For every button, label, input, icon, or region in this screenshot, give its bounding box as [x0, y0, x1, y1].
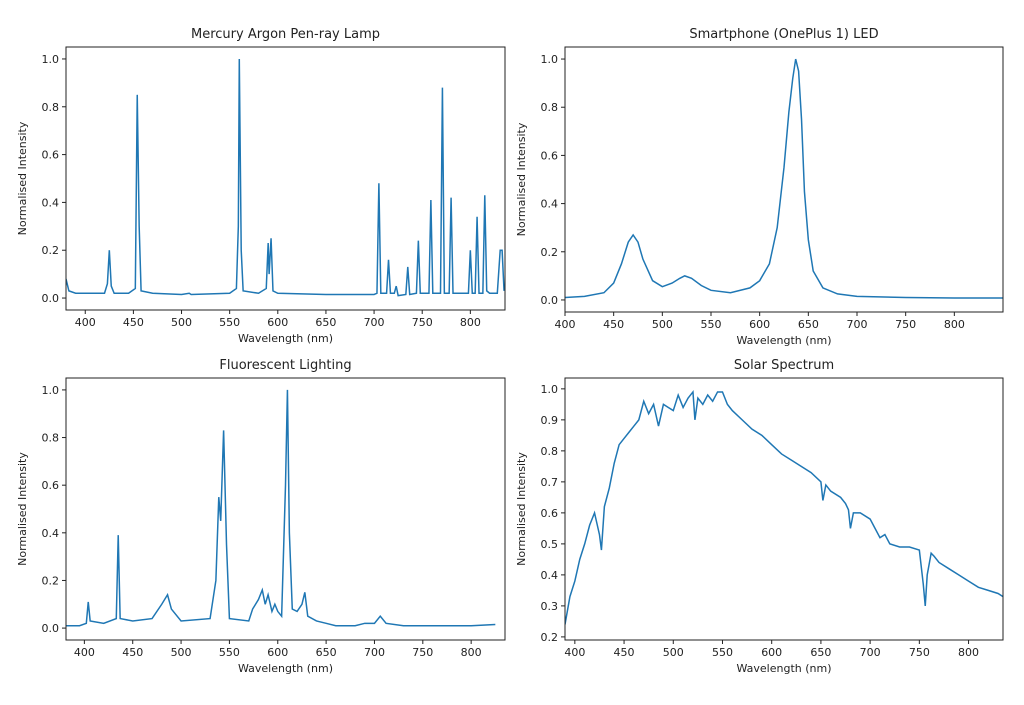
y-tick-label: 0.7 — [541, 476, 559, 489]
y-tick-label: 1.0 — [42, 384, 60, 397]
x-axis-label: Wavelength (nm) — [736, 334, 831, 347]
y-tick-label: 0.6 — [541, 149, 559, 162]
x-tick-label: 600 — [749, 318, 770, 331]
spectrum-line — [66, 389, 496, 627]
y-tick-label: 0.2 — [541, 246, 559, 259]
x-tick-label: 600 — [267, 316, 288, 329]
y-tick-label: 0.3 — [541, 600, 559, 613]
x-tick-label: 400 — [564, 646, 585, 659]
x-tick-label: 500 — [171, 646, 192, 659]
x-axis-label: Wavelength (nm) — [238, 662, 333, 675]
x-tick-label: 700 — [364, 646, 385, 659]
x-tick-label: 600 — [761, 646, 782, 659]
x-tick-label: 700 — [364, 316, 385, 329]
y-axis-label: Normalised Intensity — [515, 122, 528, 236]
spectrum-line — [565, 58, 1003, 299]
x-tick-label: 500 — [663, 646, 684, 659]
x-tick-label: 650 — [810, 646, 831, 659]
y-tick-label: 0.0 — [42, 292, 60, 305]
x-tick-label: 400 — [75, 316, 96, 329]
y-tick-label: 0.4 — [541, 198, 559, 211]
x-tick-label: 650 — [315, 316, 336, 329]
x-tick-label: 700 — [860, 646, 881, 659]
spectrum-line — [66, 58, 505, 297]
chart-title: Mercury Argon Pen-ray Lamp — [191, 27, 380, 42]
y-tick-label: 0.6 — [42, 149, 60, 162]
x-tick-label: 450 — [122, 646, 143, 659]
chart-title: Smartphone (OnePlus 1) LED — [689, 27, 878, 42]
x-tick-label: 450 — [603, 318, 624, 331]
x-tick-label: 400 — [74, 646, 95, 659]
x-tick-label: 450 — [614, 646, 635, 659]
y-tick-label: 0.9 — [541, 414, 559, 427]
x-tick-label: 550 — [219, 316, 240, 329]
x-tick-label: 750 — [412, 646, 433, 659]
x-tick-label: 800 — [461, 646, 482, 659]
x-tick-label: 750 — [412, 316, 433, 329]
spectrum-line — [565, 389, 1003, 625]
y-axis-label: Normalised Intensity — [16, 121, 29, 235]
y-tick-label: 0.2 — [541, 631, 559, 644]
plot-frame — [564, 46, 1004, 313]
y-tick-label: 0.8 — [42, 432, 60, 445]
y-tick-label: 0.8 — [541, 101, 559, 114]
y-tick-label: 0.4 — [42, 196, 60, 209]
y-tick-label: 0.5 — [541, 538, 559, 551]
x-tick-label: 500 — [171, 316, 192, 329]
x-tick-label: 550 — [712, 646, 733, 659]
y-tick-label: 0.6 — [42, 479, 60, 492]
x-axis-label: Wavelength (nm) — [736, 662, 831, 675]
x-tick-label: 600 — [267, 646, 288, 659]
y-tick-label: 0.0 — [541, 294, 559, 307]
plot-frame — [65, 46, 506, 311]
y-axis-label: Normalised Intensity — [16, 452, 29, 566]
y-tick-label: 0.2 — [42, 574, 60, 587]
y-tick-label: 0.2 — [42, 244, 60, 257]
plot-frame — [65, 377, 506, 641]
y-tick-label: 0.6 — [541, 507, 559, 520]
x-tick-label: 800 — [958, 646, 979, 659]
y-tick-label: 0.4 — [541, 569, 559, 582]
x-tick-label: 700 — [847, 318, 868, 331]
y-tick-label: 0.0 — [42, 622, 60, 635]
x-tick-label: 400 — [555, 318, 576, 331]
x-tick-label: 650 — [798, 318, 819, 331]
chart-title: Fluorescent Lighting — [219, 358, 351, 373]
x-tick-label: 750 — [895, 318, 916, 331]
y-tick-label: 0.8 — [42, 101, 60, 114]
y-tick-label: 1.0 — [541, 383, 559, 396]
x-tick-label: 650 — [316, 646, 337, 659]
y-tick-label: 0.8 — [541, 445, 559, 458]
x-tick-label: 750 — [909, 646, 930, 659]
plot-frame — [564, 377, 1004, 641]
x-tick-label: 800 — [944, 318, 965, 331]
x-tick-label: 800 — [460, 316, 481, 329]
chart-title: Solar Spectrum — [734, 358, 834, 373]
y-tick-label: 1.0 — [541, 53, 559, 66]
x-tick-label: 550 — [701, 318, 722, 331]
y-tick-label: 1.0 — [42, 53, 60, 66]
x-tick-label: 500 — [652, 318, 673, 331]
x-tick-label: 450 — [123, 316, 144, 329]
x-axis-label: Wavelength (nm) — [238, 332, 333, 345]
y-tick-label: 0.4 — [42, 527, 60, 540]
y-axis-label: Normalised Intensity — [515, 452, 528, 566]
x-tick-label: 550 — [219, 646, 240, 659]
